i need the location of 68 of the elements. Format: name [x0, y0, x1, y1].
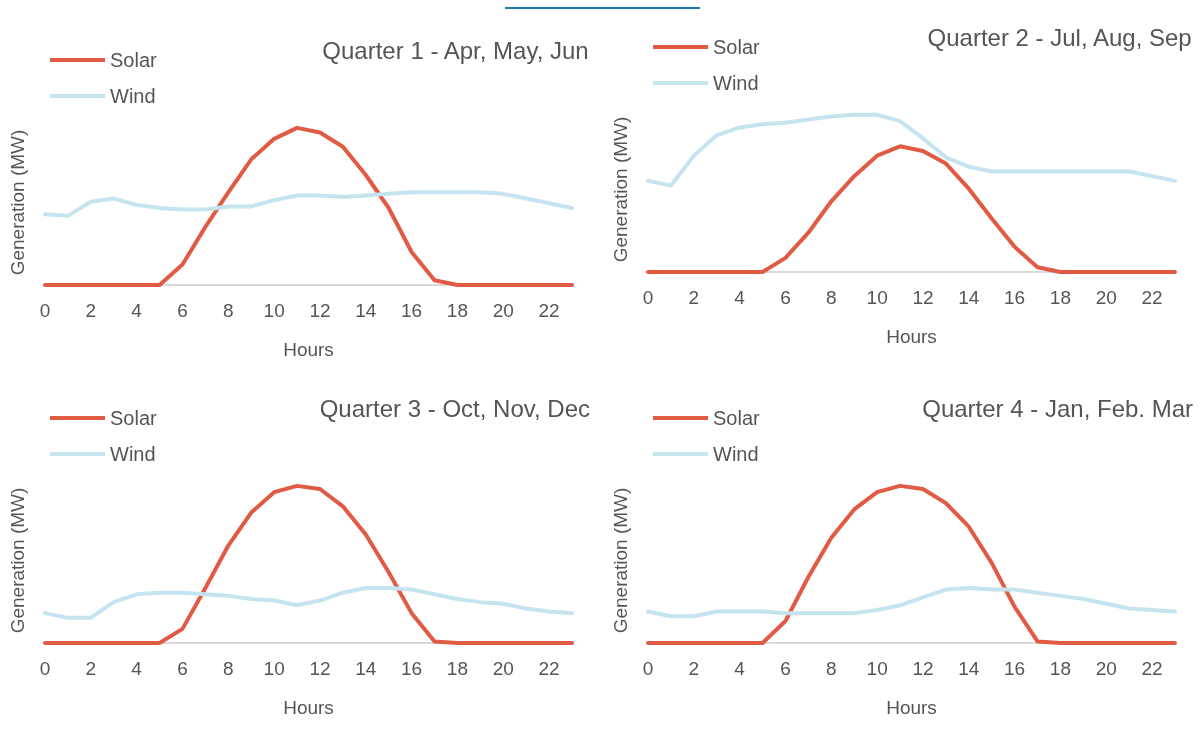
x-tick-label: 6: [177, 658, 188, 679]
x-tick-label: 2: [688, 658, 700, 679]
x-tick-label: 16: [401, 300, 423, 321]
x-tick-label: 20: [1095, 658, 1117, 679]
legend-label: Solar: [110, 49, 158, 71]
legend-label: Wind: [713, 72, 759, 94]
y-axis-title: Generation (MW): [610, 116, 631, 263]
legend-label: Wind: [110, 443, 156, 465]
x-tick-label: 14: [355, 300, 377, 321]
x-axis-title: Hours: [886, 697, 937, 718]
x-tick-label: 22: [538, 658, 560, 679]
legend-label: Wind: [110, 85, 156, 107]
x-tick-label: 2: [688, 287, 700, 308]
chart-title: Quarter 3 - Oct, Nov, Dec: [319, 394, 590, 422]
x-tick-label: 18: [1049, 287, 1072, 308]
x-tick-label: 4: [131, 300, 143, 321]
x-tick-label: 6: [177, 300, 188, 321]
x-tick-label: 8: [223, 300, 234, 321]
y-axis-title: Generation (MW): [7, 487, 28, 634]
x-tick-label: 8: [826, 287, 837, 308]
legend-label: Solar: [713, 407, 761, 429]
x-tick-label: 2: [85, 300, 97, 321]
x-tick-label: 16: [1004, 287, 1026, 308]
x-tick-label: 4: [734, 287, 746, 308]
x-axis-title: Hours: [283, 697, 334, 718]
x-tick-label: 6: [780, 658, 791, 679]
x-tick-label: 8: [826, 658, 837, 679]
x-tick-label: 6: [780, 287, 791, 308]
x-tick-label: 16: [1004, 658, 1026, 679]
y-axis-title: Generation (MW): [610, 487, 631, 634]
x-tick-label: 14: [958, 287, 980, 308]
x-axis-title: Hours: [283, 339, 334, 360]
x-tick-label: 10: [263, 300, 285, 321]
x-tick-label: 22: [1141, 287, 1163, 308]
x-tick-label: 12: [309, 658, 331, 679]
x-tick-label: 22: [1141, 658, 1163, 679]
x-tick-label: 16: [401, 658, 423, 679]
x-tick-label: 12: [912, 287, 934, 308]
x-tick-label: 20: [1095, 287, 1117, 308]
x-tick-label: 0: [39, 300, 51, 321]
x-tick-label: 0: [642, 287, 654, 308]
legend-label: Wind: [713, 443, 759, 465]
chart-title: Quarter 4 - Jan, Feb. Mar: [922, 394, 1194, 422]
x-tick-label: 8: [223, 658, 234, 679]
x-tick-label: 18: [1049, 658, 1072, 679]
x-tick-label: 14: [958, 658, 980, 679]
x-tick-label: 22: [538, 300, 560, 321]
x-tick-label: 10: [866, 287, 888, 308]
x-tick-label: 12: [309, 300, 331, 321]
chart-title: Quarter 2 - Jul, Aug, Sep: [927, 23, 1192, 51]
x-tick-label: 0: [39, 658, 51, 679]
x-tick-label: 12: [912, 658, 934, 679]
x-tick-label: 18: [446, 658, 469, 679]
x-tick-label: 4: [131, 658, 143, 679]
x-tick-label: 10: [263, 658, 285, 679]
chart-title: Quarter 1 - Apr, May, Jun: [322, 36, 589, 64]
x-tick-label: 14: [355, 658, 377, 679]
x-tick-label: 2: [85, 658, 97, 679]
x-axis-title: Hours: [886, 326, 937, 347]
x-tick-label: 18: [446, 300, 469, 321]
y-axis-title: Generation (MW): [7, 129, 28, 276]
x-tick-label: 10: [866, 658, 888, 679]
x-tick-label: 20: [492, 300, 514, 321]
x-tick-label: 20: [492, 658, 514, 679]
x-tick-label: 0: [642, 658, 654, 679]
x-tick-label: 4: [734, 658, 746, 679]
legend-label: Solar: [110, 407, 158, 429]
legend-label: Solar: [713, 36, 761, 58]
